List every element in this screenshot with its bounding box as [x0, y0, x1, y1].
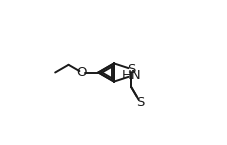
Text: S: S: [126, 62, 135, 76]
Text: O: O: [76, 66, 87, 79]
Text: HN: HN: [121, 69, 141, 83]
Text: S: S: [135, 96, 144, 109]
